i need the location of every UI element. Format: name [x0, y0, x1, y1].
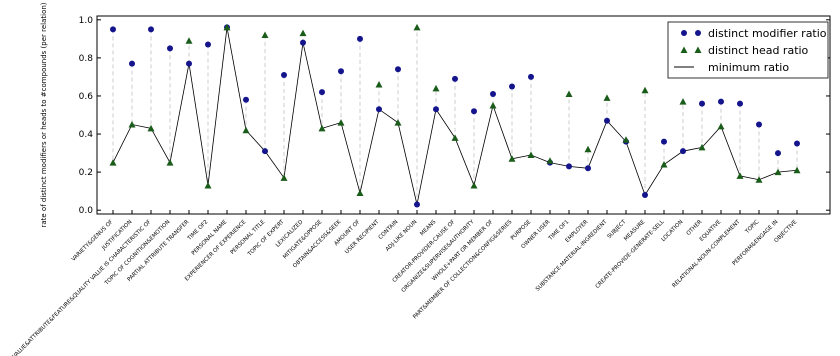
triangle — [641, 86, 649, 94]
triangle — [128, 121, 136, 128]
dot — [110, 26, 116, 33]
legend-label: distinct head ratio — [708, 44, 809, 57]
dot — [376, 106, 382, 113]
dot — [357, 35, 363, 42]
triangle — [698, 143, 706, 151]
dot — [718, 98, 724, 105]
triangle — [622, 136, 630, 143]
y-tick-label: 1.0 — [79, 16, 94, 26]
triangle — [280, 174, 288, 181]
dot — [737, 100, 743, 107]
triangle — [793, 166, 801, 174]
dot — [262, 148, 268, 155]
dot — [566, 163, 572, 170]
dot — [319, 89, 325, 96]
dot — [186, 60, 192, 67]
triangle — [432, 84, 440, 92]
triangle — [470, 181, 478, 189]
triangle — [204, 181, 212, 189]
triangle — [147, 124, 155, 132]
dot — [338, 68, 344, 75]
x-tick-label: PERSONAL NAME — [191, 219, 229, 257]
dot — [167, 45, 173, 52]
dot — [585, 165, 591, 172]
triangle — [223, 23, 231, 31]
triangle — [242, 126, 250, 134]
dot — [148, 26, 154, 33]
legend-box — [667, 21, 829, 79]
dot — [243, 96, 249, 103]
triangle — [603, 94, 611, 101]
plot-frame — [96, 15, 831, 215]
dot — [509, 83, 515, 90]
triangle — [261, 31, 269, 39]
triangle — [451, 134, 459, 141]
dot — [129, 60, 135, 67]
x-tick-label: USER RECIPIENT — [344, 219, 381, 256]
triangle — [394, 119, 402, 126]
dot — [680, 148, 686, 155]
dot — [699, 100, 705, 107]
triangle — [356, 189, 364, 197]
x-tick-label: VALUE&ATTRIBUTE&FEATURE&QUALITY VALUE IS… — [12, 219, 153, 356]
triangle — [166, 159, 174, 166]
triangle — [337, 119, 345, 126]
y-tick-label: 0.4 — [79, 130, 94, 140]
dot — [395, 66, 401, 73]
triangle — [755, 176, 763, 183]
dot — [528, 73, 534, 80]
legend-marker — [694, 46, 702, 53]
dot — [661, 138, 667, 145]
triangle — [679, 98, 687, 105]
triangle — [736, 172, 744, 179]
dot — [642, 191, 648, 198]
dot — [281, 72, 287, 79]
dot — [775, 150, 781, 157]
y-tick-label: 0.0 — [79, 206, 94, 216]
triangle — [185, 37, 193, 44]
legend-label: distinct modifier ratio — [708, 27, 827, 40]
legend-label: minimum ratio — [708, 61, 789, 74]
x-tick-label: CREATE-PROVIDE-GENERATE-SELL — [595, 219, 666, 290]
triangle — [565, 90, 573, 98]
triangle — [546, 157, 554, 164]
triangle — [109, 159, 117, 166]
dot — [794, 140, 800, 147]
y-axis-label: rate of distinct modifiers or heads to #… — [40, 2, 48, 227]
x-tick-label: ORGANIZE&SUPERVISE&AUTHORITY — [401, 219, 476, 294]
legend-marker — [681, 30, 687, 36]
dot — [756, 121, 762, 128]
dot — [300, 39, 306, 46]
triangle — [527, 151, 535, 158]
triangle — [413, 23, 421, 31]
triangle — [375, 81, 383, 88]
y-tick-label: 0.6 — [79, 92, 94, 102]
x-tick-label: PERSONAL TITLE — [230, 219, 267, 256]
x-tick-label: MEANS — [419, 219, 437, 237]
triangle — [584, 145, 592, 153]
dot — [604, 117, 610, 124]
x-tick-label: OTHER — [686, 219, 704, 237]
dot — [452, 75, 458, 82]
triangle — [660, 161, 668, 168]
triangle — [489, 101, 497, 109]
x-tick-label: RELATIONAL-NOUN-COMPLEMENT — [671, 219, 741, 289]
legend-marker — [695, 30, 701, 36]
dot — [490, 91, 496, 98]
y-tick-label: 0.2 — [79, 168, 93, 178]
triangle — [318, 124, 326, 132]
y-tick-label: 0.8 — [79, 54, 94, 64]
dot — [205, 41, 211, 48]
dot — [433, 106, 439, 113]
x-tick-label: TOPIC — [744, 219, 761, 236]
dot — [471, 108, 477, 115]
legend-marker — [680, 46, 688, 53]
triangle — [508, 155, 516, 162]
triangle — [299, 29, 307, 37]
dot — [414, 201, 420, 208]
triangle — [717, 122, 725, 130]
triangle — [774, 168, 782, 176]
